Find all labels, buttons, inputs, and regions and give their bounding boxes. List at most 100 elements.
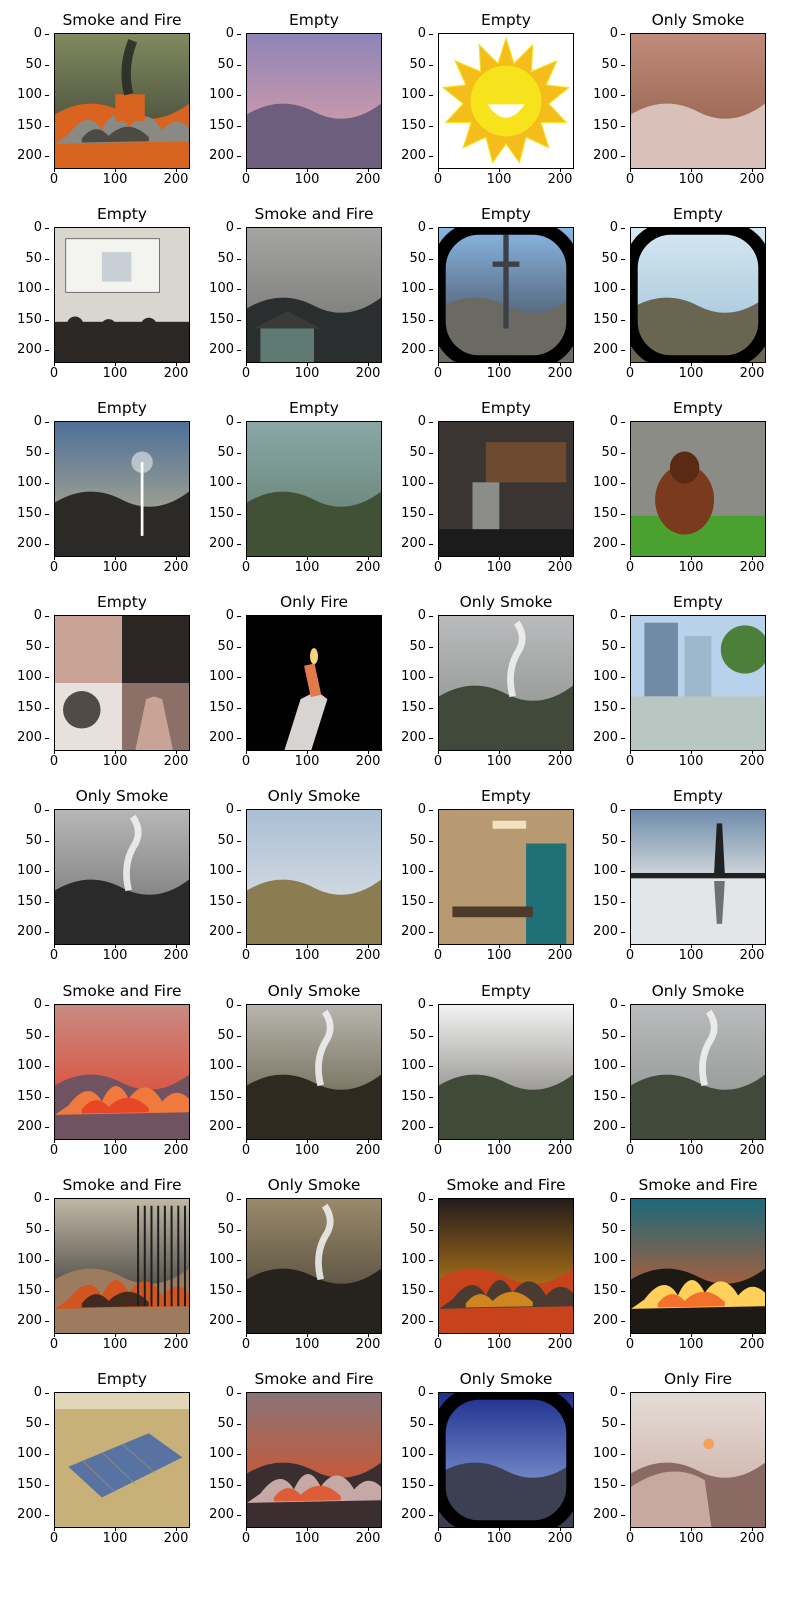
- y-tick-label: 50: [194, 445, 241, 460]
- x-tick-label: 200: [540, 1527, 580, 1546]
- x-tick-label: 100: [479, 362, 519, 381]
- x-tick-label: 100: [95, 556, 135, 575]
- y-tick-label: 50: [2, 1222, 49, 1237]
- y-tick-label: 150: [578, 506, 625, 521]
- y-tick-label: 150: [578, 1283, 625, 1298]
- sample-image: [630, 421, 766, 557]
- image-panel: Empty 0 50 100 150 200 0 100 200: [576, 593, 771, 787]
- panel-title: Empty: [289, 11, 339, 29]
- x-tick-label: 0: [418, 168, 458, 187]
- x-tick-label: 100: [479, 1139, 519, 1158]
- image-panel: Smoke and Fire 0 50 100 150 200 0 100 200: [0, 982, 195, 1176]
- y-tick-label: 200: [578, 731, 625, 745]
- panel-title: Empty: [673, 593, 723, 611]
- x-tick-label: 0: [34, 1139, 74, 1158]
- sample-image: [246, 809, 382, 945]
- y-tick-label: 50: [386, 1028, 433, 1043]
- x-tick-label: 200: [732, 556, 772, 575]
- x-tick-label: 200: [348, 750, 388, 769]
- x-tick-label: 0: [418, 1139, 458, 1158]
- y-tick-label: 150: [386, 312, 433, 327]
- sample-image: [630, 1392, 766, 1528]
- y-tick-label: 150: [386, 118, 433, 133]
- y-tick-label: 200: [386, 925, 433, 939]
- y-tick-label: 50: [578, 833, 625, 848]
- x-tick-label: 100: [95, 362, 135, 381]
- sample-image: [54, 615, 190, 751]
- y-tick-label: 100: [386, 1253, 433, 1267]
- image-panel: Empty 0 50 100 150 200 0 100 200: [576, 399, 771, 593]
- x-tick-label: 100: [95, 750, 135, 769]
- x-tick-label: 100: [671, 1527, 711, 1546]
- y-tick-label: 50: [2, 833, 49, 848]
- y-tick-label: 100: [386, 864, 433, 878]
- x-tick-label: 0: [610, 556, 650, 575]
- y-tick-label: 0: [2, 998, 49, 1012]
- image-panel: Empty 0 50 100 150 200 0 100 200: [192, 399, 387, 593]
- image-panel: Empty 0 50 100 150 200 0 100 200: [384, 11, 579, 205]
- x-tick-label: 100: [95, 1527, 135, 1546]
- image-panel: Empty 0 50 100 150 200 0 100 200: [576, 787, 771, 981]
- x-tick-label: 100: [479, 1527, 519, 1546]
- x-tick-label: 100: [671, 944, 711, 963]
- y-tick-label: 150: [2, 700, 49, 715]
- y-tick-label: 100: [386, 1447, 433, 1461]
- y-tick-label: 100: [2, 1059, 49, 1073]
- y-tick-label: 50: [386, 251, 433, 266]
- panel-title: Empty: [673, 399, 723, 417]
- x-tick-label: 0: [226, 1333, 266, 1352]
- y-tick-label: 200: [194, 731, 241, 745]
- x-tick-label: 200: [540, 1139, 580, 1158]
- x-tick-label: 100: [287, 556, 327, 575]
- sample-image: [54, 421, 190, 557]
- y-tick-label: 150: [2, 1283, 49, 1298]
- image-panel: Empty 0 50 100 150 200 0 100 200: [0, 205, 195, 399]
- panel-title: Smoke and Fire: [446, 1176, 566, 1194]
- y-tick-label: 50: [386, 833, 433, 848]
- sample-image: [54, 1004, 190, 1140]
- y-tick-label: 150: [2, 1477, 49, 1492]
- y-tick-label: 50: [578, 639, 625, 654]
- y-tick-label: 150: [578, 1477, 625, 1492]
- y-tick-label: 50: [194, 1222, 241, 1237]
- x-tick-label: 100: [95, 168, 135, 187]
- y-tick-label: 100: [2, 1253, 49, 1267]
- y-tick-label: 0: [194, 415, 241, 429]
- y-tick-label: 100: [2, 864, 49, 878]
- x-tick-label: 0: [34, 944, 74, 963]
- x-tick-label: 0: [610, 1139, 650, 1158]
- y-tick-label: 100: [386, 1059, 433, 1073]
- sample-image: [246, 421, 382, 557]
- sample-image: [246, 615, 382, 751]
- y-tick-label: 0: [2, 221, 49, 235]
- y-tick-label: 0: [578, 1386, 625, 1400]
- y-tick-label: 200: [578, 1508, 625, 1522]
- image-panel: Only Fire 0 50 100 150 200 0 100 200: [576, 1370, 771, 1564]
- y-tick-label: 200: [194, 343, 241, 357]
- x-tick-label: 100: [479, 556, 519, 575]
- image-panel: Smoke and Fire 0 50 100 150 200 0 100 200: [576, 1176, 771, 1370]
- x-tick-label: 0: [34, 168, 74, 187]
- y-tick-label: 100: [386, 670, 433, 684]
- y-tick-label: 50: [194, 57, 241, 72]
- y-tick-label: 200: [194, 1120, 241, 1134]
- y-tick-label: 150: [194, 118, 241, 133]
- image-panel: Smoke and Fire 0 50 100 150 200 0 100 200: [192, 1370, 387, 1564]
- y-tick-label: 150: [194, 312, 241, 327]
- y-tick-label: 150: [386, 1089, 433, 1104]
- sample-image: [54, 33, 190, 169]
- image-panel: Empty 0 50 100 150 200 0 100 200: [192, 11, 387, 205]
- x-tick-label: 0: [34, 362, 74, 381]
- y-tick-label: 100: [578, 864, 625, 878]
- y-tick-label: 50: [194, 1028, 241, 1043]
- y-tick-label: 0: [578, 27, 625, 41]
- y-tick-label: 0: [578, 221, 625, 235]
- y-tick-label: 100: [578, 1059, 625, 1073]
- x-tick-label: 200: [156, 556, 196, 575]
- y-tick-label: 200: [2, 149, 49, 163]
- y-tick-label: 0: [194, 998, 241, 1012]
- image-panel: Only Smoke 0 50 100 150 200 0 100 200: [576, 982, 771, 1176]
- panel-title: Only Fire: [663, 1370, 733, 1388]
- y-tick-label: 50: [578, 251, 625, 266]
- y-tick-label: 100: [2, 88, 49, 102]
